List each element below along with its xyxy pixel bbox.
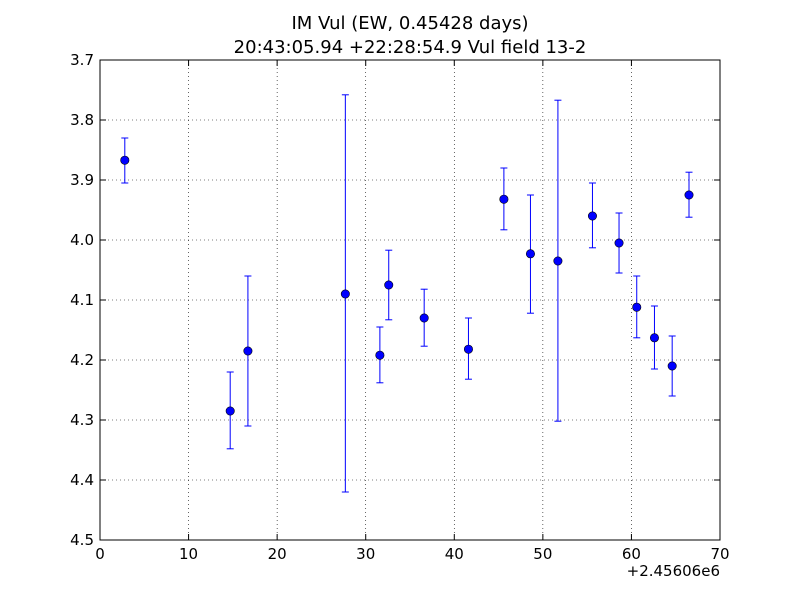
- y-tick-label: 3.9: [70, 171, 94, 189]
- grid: [100, 60, 720, 540]
- data-point: [375, 350, 385, 360]
- data-point: [614, 238, 624, 248]
- data-point: [525, 249, 535, 259]
- data-points: [120, 155, 694, 416]
- data-point: [587, 211, 597, 221]
- x-tick-label: 20: [268, 545, 287, 563]
- y-tick-label: 4.4: [70, 471, 94, 489]
- data-point: [243, 346, 253, 356]
- x-tick-label: 70: [710, 545, 729, 563]
- x-tick-label: 40: [445, 545, 464, 563]
- data-point: [667, 361, 677, 371]
- chart-title-line-2: 20:43:05.94 +22:28:54.9 Vul field 13-2: [234, 37, 587, 58]
- plot-frame: [99, 59, 721, 541]
- data-point: [553, 256, 563, 266]
- data-point: [632, 302, 642, 312]
- x-tick-label: 0: [95, 545, 105, 563]
- data-point: [225, 406, 235, 416]
- tick-labels: 0 10 20 30 40 50 60 70 3.7 3.8 3.9 4.0 4.1 4.2 4.3 4.4 4…: [70, 51, 729, 563]
- data-point: [340, 289, 350, 299]
- x-offset-label: +2.45606e6: [627, 562, 720, 580]
- x-tick-label: 10: [179, 545, 198, 563]
- y-tick-label: 4.5: [70, 531, 94, 549]
- y-tick-label: 4.3: [70, 411, 94, 429]
- y-tick-label: 3.8: [70, 111, 94, 129]
- data-point: [463, 344, 473, 354]
- data-point: [649, 333, 659, 343]
- data-point: [684, 190, 694, 200]
- x-tick-label: 50: [533, 545, 552, 563]
- x-tick-label: 30: [356, 545, 375, 563]
- y-tick-label: 4.1: [70, 291, 94, 309]
- y-tick-label: 3.7: [70, 51, 94, 69]
- data-point: [384, 280, 394, 290]
- error-bars: [121, 94, 693, 493]
- data-point: [499, 194, 509, 204]
- data-point: [419, 313, 429, 323]
- x-tick-label: 60: [622, 545, 641, 563]
- y-tick-label: 4.2: [70, 351, 94, 369]
- data-point: [120, 155, 130, 165]
- y-tick-label: 4.0: [70, 231, 94, 249]
- chart-title-line-1: IM Vul (EW, 0.45428 days): [291, 13, 528, 34]
